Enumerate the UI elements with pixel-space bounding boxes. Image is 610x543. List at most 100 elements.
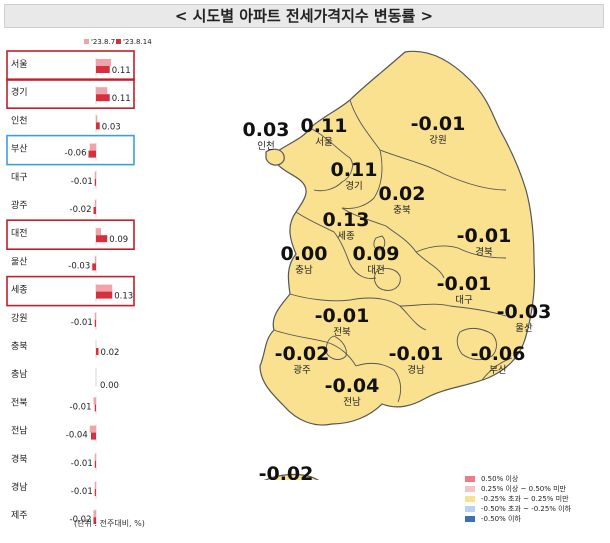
legend-text: -0.25% 초과 ~ 0.25% 미만: [481, 495, 569, 503]
series-legend: '23.8.7 '23.8.14: [84, 38, 152, 46]
bar-value-label: -0.02: [70, 515, 92, 524]
region-borders: [273, 99, 513, 403]
bar-value-label: 0.03: [102, 122, 121, 132]
map-region-name: 경남: [407, 364, 425, 376]
bar-prev: [93, 397, 96, 405]
bar-curr: [93, 517, 96, 524]
map-value-label: -0.01: [411, 113, 466, 135]
unit-note: (단위 : 전주대비, %): [74, 519, 145, 528]
map-region-name: 대구: [455, 295, 473, 306]
incheon-island: [265, 148, 285, 166]
region-border: [456, 327, 497, 361]
bar-row: 전북 -0.01: [11, 396, 97, 415]
bar-value-label: 0.09: [109, 235, 128, 245]
map-value-label: -0.01: [457, 225, 512, 247]
bar-curr: [96, 122, 100, 130]
bar-row: 경북 -0.01: [11, 452, 97, 471]
bar-value-label: -0.03: [68, 261, 90, 271]
map-region-name: 인천: [257, 141, 274, 152]
bar-prev: [94, 482, 96, 489]
region-border: [373, 235, 386, 251]
bar-curr: [96, 348, 99, 355]
map-region-name: 전남: [343, 397, 361, 408]
bar-value-label: -0.01: [70, 402, 92, 412]
bar-value-label: -0.02: [70, 205, 92, 215]
map-region-name: 세종: [337, 231, 355, 242]
bar-row-region: 서울: [11, 59, 28, 70]
bar-row: 광주 -0.02: [11, 199, 97, 217]
legend-swatch: [465, 516, 475, 522]
bar-row-region: 경기: [11, 86, 28, 98]
map-region-name: 전북: [333, 327, 351, 338]
region-border: [373, 268, 401, 291]
map-value-label: 0.11: [301, 115, 348, 137]
legend-label-curr: '23.8.14: [123, 38, 152, 46]
bar-row: 강원 -0.01: [11, 311, 97, 330]
bar-value-label: -0.01: [71, 318, 93, 328]
bar-row-region: 전북: [11, 397, 28, 408]
bar-prev: [96, 87, 108, 95]
bar-curr: [96, 94, 110, 102]
region-border: [399, 303, 507, 317]
bar-value-label: 0.02: [101, 348, 120, 358]
bar-value-label: -0.01: [71, 459, 93, 469]
bar-row: 세종 0.13: [6, 275, 135, 307]
bar-row: 인천 0.03: [11, 114, 121, 133]
bar-row: 부산 -0.06: [6, 134, 135, 166]
bar-row-region: 경북: [11, 453, 28, 465]
bar-prev: [96, 228, 101, 236]
legend-text: -0.50% 초과 ~ -0.25% 이하: [481, 505, 572, 513]
bar-curr: [91, 432, 96, 440]
bar-row-region: 부산: [11, 144, 28, 155]
bar-row: 충북 0.02: [11, 340, 119, 358]
bar-value-label: 0.13: [114, 292, 133, 302]
bar-row-region: 강원: [11, 313, 28, 324]
legend-item: 0.25% 이상 ~ 0.50% 미만: [465, 484, 571, 494]
bar-value-label: -0.01: [71, 177, 93, 187]
page-title: < 시도별 아파트 전세가격지수 변동률 >: [4, 4, 604, 28]
legend-text: 0.50% 이상: [481, 475, 519, 483]
map-value-label: 0.00: [281, 243, 328, 265]
highlight-box-red: [6, 219, 135, 250]
bar-prev: [89, 425, 96, 433]
bar-prev: [96, 59, 111, 66]
bar-row-region: 경남: [11, 481, 28, 493]
bar-curr: [96, 291, 113, 299]
region-border: [289, 293, 427, 331]
legend-item: -0.25% 초과 ~ 0.25% 미만: [465, 494, 571, 504]
bar-row: 울산 -0.03: [11, 255, 97, 274]
region-border: [295, 211, 377, 279]
highlight-box-red: [6, 78, 135, 110]
map-value-label: 0.11: [331, 159, 378, 181]
map-value-label: -0.01: [315, 305, 370, 327]
bar-row-region: 제주: [11, 510, 28, 521]
map-value-label: -0.04: [325, 375, 380, 397]
region-border: [325, 335, 347, 360]
bar-prev: [94, 453, 96, 461]
map-value-label: -0.03: [497, 301, 552, 323]
bar-row: 대구 -0.01: [11, 170, 97, 189]
region-border: [355, 362, 402, 403]
map-value-label: 0.13: [323, 209, 370, 231]
bar-row-region: 광주: [11, 199, 28, 211]
bar-curr: [94, 178, 96, 186]
legend-text: 0.25% 이상 ~ 0.50% 미만: [481, 485, 567, 493]
bar-row-region: 울산: [11, 256, 28, 267]
region-border: [415, 245, 507, 259]
region-border: [309, 127, 353, 192]
bar-prev: [96, 284, 113, 292]
bar-row-region: 전남: [11, 426, 28, 437]
bar-value-label: -0.04: [66, 431, 88, 441]
legend-swatch-prev: [84, 39, 89, 44]
legend-item: -0.50% 초과 ~ -0.25% 이하: [465, 504, 571, 514]
bar-chart-panel: '23.8.7 '23.8.14 서울 0.11 경기 0.11 인천 0.03 부산 -0.06…: [6, 38, 152, 524]
map-region-name: 경기: [345, 180, 362, 192]
legend-item: -0.50% 이하: [465, 514, 571, 524]
legend-label-prev: '23.8.7: [91, 38, 115, 46]
bar-row: 서울 0.11: [6, 50, 135, 81]
highlight-box-blue: [6, 134, 135, 166]
map-value-label: -0.01: [437, 273, 492, 295]
bar-value-label: 0.00: [100, 381, 119, 391]
